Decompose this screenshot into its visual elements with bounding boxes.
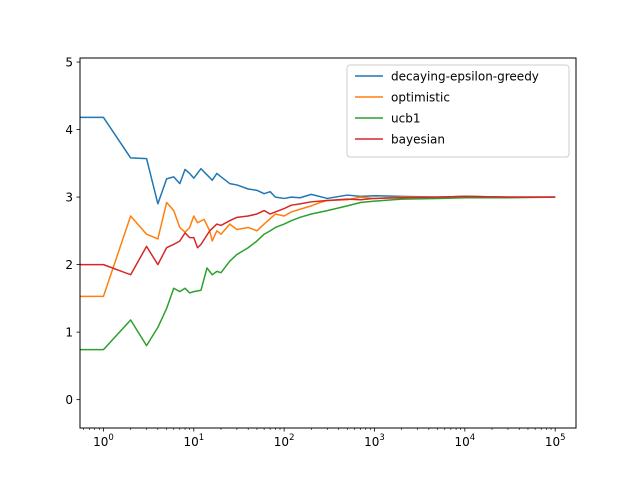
legend-label: decaying-epsilon-greedy [391,70,539,84]
series-line-1 [80,116,556,205]
x-tick-label: 101 [183,433,204,449]
y-tick-label: 1 [65,326,73,340]
series-layer [80,116,556,351]
legend-label: optimistic [391,91,450,105]
y-tick-label: 5 [65,56,73,70]
legend-box [346,64,570,158]
legend: decaying-epsilon-greedy optimistic ucb1 bay… [346,64,570,158]
y-tick-label: 3 [65,191,73,205]
series-line-3 [80,196,556,351]
y-tick-label: 2 [65,258,73,272]
plot-frame [79,57,577,429]
x-tick-label: 105 [545,433,566,449]
series-line-4 [80,195,556,276]
y-tick-label: 4 [65,123,73,137]
legend-label: ucb1 [391,112,420,126]
x-tick-label: 100 [93,433,114,449]
y-tick-label: 0 [65,393,73,407]
legend-label: bayesian [391,133,445,147]
x-tick-label: 102 [274,433,295,449]
x-tick-label: 104 [454,433,475,449]
x-tick-label: 103 [364,433,385,449]
axis-ticks: 100 101 102 103 104 105 0 1 2 3 4 5 [65,56,565,449]
series-line-2 [80,195,556,298]
